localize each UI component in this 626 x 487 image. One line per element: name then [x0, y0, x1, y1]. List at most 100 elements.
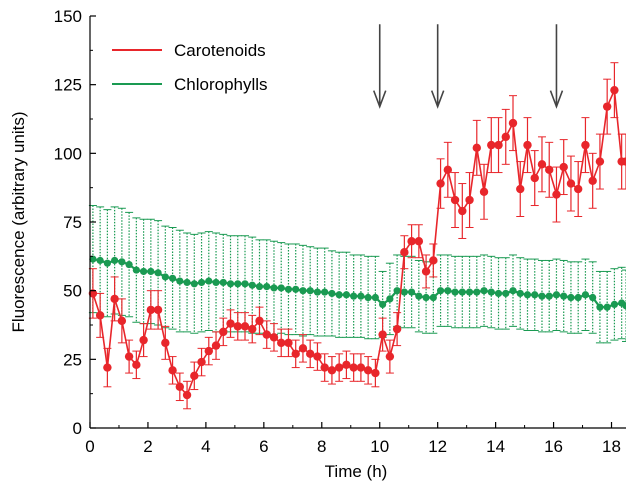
- carotenoids-point: [621, 157, 626, 166]
- chlorophylls-point: [277, 284, 285, 292]
- chlorophylls-point: [328, 289, 336, 298]
- chlorophylls-point: [234, 280, 242, 288]
- carotenoids-point: [407, 237, 416, 246]
- chlorophylls-point: [603, 303, 611, 311]
- chlorophylls-point: [284, 285, 293, 293]
- chlorophylls-point: [429, 293, 437, 302]
- carotenoids-point: [103, 363, 112, 372]
- legend-label-carotenoids: Carotenoids: [174, 41, 266, 60]
- carotenoids-point: [472, 143, 481, 153]
- carotenoids-point: [204, 346, 213, 356]
- carotenoids-point: [175, 382, 185, 391]
- carotenoids-point: [494, 140, 503, 150]
- carotenoids-point: [327, 366, 337, 375]
- y-tick-label: 100: [54, 144, 82, 163]
- carotenoids-point: [450, 195, 460, 205]
- chlorophylls-point: [364, 293, 372, 302]
- chlorophylls-point: [560, 292, 568, 300]
- chlorophylls-point: [567, 293, 575, 302]
- chlorophylls-point: [596, 303, 604, 311]
- chlorophylls-point: [509, 287, 517, 295]
- chlorophylls-point: [205, 277, 213, 285]
- chlorophylls-point: [89, 255, 97, 263]
- carotenoids-point: [516, 184, 525, 194]
- carotenoids-point: [305, 349, 315, 359]
- legend-label-chlorophylls: Chlorophylls: [174, 75, 268, 94]
- carotenoids-point: [595, 157, 605, 166]
- chlorophylls-point: [183, 278, 191, 287]
- chlorophylls-point: [248, 281, 256, 289]
- carotenoids-point: [501, 132, 510, 142]
- chlorophylls-point: [350, 292, 358, 300]
- x-tick-label: 2: [143, 437, 152, 456]
- chlorophylls-point: [168, 274, 177, 282]
- arrow-head: [430, 90, 445, 109]
- carotenoids-point: [291, 349, 300, 359]
- chlorophylls-point: [371, 293, 379, 302]
- carotenoids-point: [168, 366, 177, 375]
- x-tick-label: 10: [370, 437, 389, 456]
- carotenoids-point: [479, 187, 489, 196]
- chlorophylls-point: [552, 291, 561, 299]
- carotenoids-point: [429, 256, 438, 265]
- carotenoids-point: [414, 237, 424, 246]
- chlorophylls-point: [581, 291, 590, 299]
- chlorophylls-point: [622, 302, 626, 310]
- chlorophylls-point: [118, 258, 126, 266]
- chlorophylls-point: [132, 266, 140, 274]
- carotenoids-point: [602, 102, 612, 111]
- carotenoids-point: [392, 324, 402, 334]
- chlorophylls-point: [545, 292, 553, 300]
- chlorophylls-point: [465, 288, 474, 296]
- chlorophylls-point: [422, 293, 430, 302]
- y-tick-label: 50: [63, 282, 82, 301]
- chlorophylls-point: [96, 256, 104, 265]
- carotenoids-point: [400, 248, 409, 257]
- x-tick-label: 12: [428, 437, 447, 456]
- chlorophylls-point: [487, 288, 495, 296]
- carotenoids-point: [262, 330, 271, 339]
- carotenoids-point: [139, 335, 148, 345]
- y-tick-label: 75: [63, 213, 82, 232]
- carotenoids-point: [334, 363, 344, 372]
- carotenoids-point: [566, 179, 576, 188]
- carotenoids-point: [277, 338, 286, 348]
- carotenoids-point: [385, 352, 395, 361]
- chlorophylls-point: [255, 282, 264, 291]
- chlorophylls-point: [400, 288, 408, 296]
- carotenoids-point: [342, 360, 351, 370]
- x-tick-label: 0: [85, 437, 94, 456]
- carotenoids-point: [363, 366, 373, 375]
- carotenoids-point: [552, 190, 561, 199]
- carotenoids-point: [443, 165, 453, 175]
- arrow-head: [549, 90, 564, 109]
- chlorophylls-point: [313, 288, 322, 296]
- carotenoids-point: [523, 140, 532, 150]
- carotenoids-point: [233, 322, 242, 331]
- chlorophylls-point: [379, 300, 387, 308]
- chlorophylls-point: [516, 289, 524, 298]
- chlorophylls-point: [335, 291, 343, 299]
- chlorophylls-point: [111, 256, 119, 265]
- legend: Carotenoids Chlorophylls: [112, 41, 268, 94]
- carotenoids-point: [219, 327, 228, 337]
- chlorophylls-point: [458, 288, 466, 296]
- carotenoids-point: [356, 363, 366, 372]
- axes: 0 25 50 75 100 125 150 0 2 4 6 8 10 12 14 16 18: [54, 7, 626, 456]
- series-chlorophylls: [88, 205, 626, 344]
- carotenoids-point: [371, 368, 380, 378]
- carotenoids-point: [197, 357, 206, 367]
- chlorophylls-point: [212, 278, 220, 287]
- down-arrow-annotation: [549, 24, 564, 109]
- chlorophylls-point: [589, 293, 597, 302]
- chlorophylls-point: [610, 300, 619, 308]
- carotenoids-point: [95, 311, 105, 320]
- down-arrow-annotation: [430, 24, 445, 109]
- chlorophylls-point: [357, 292, 365, 300]
- carotenoids-point: [313, 352, 322, 361]
- carotenoids-point: [610, 85, 619, 95]
- carotenoids-point: [226, 319, 235, 328]
- chlorophylls-point: [226, 280, 235, 288]
- carotenoids-point: [458, 206, 467, 216]
- chlorophylls-point: [197, 278, 206, 287]
